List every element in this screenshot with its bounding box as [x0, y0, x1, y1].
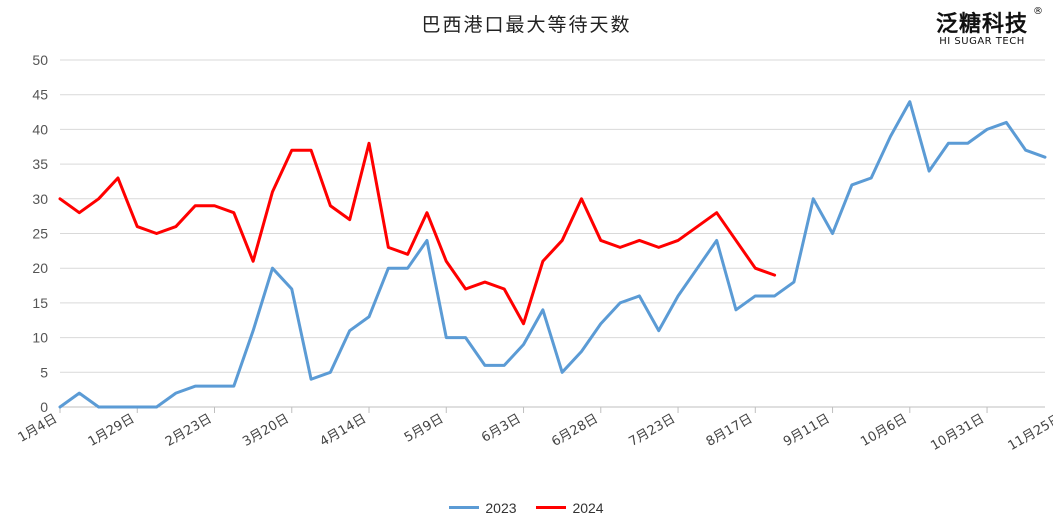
x-tick-label: 4月14日 — [318, 411, 370, 449]
y-tick-label: 15 — [32, 295, 48, 311]
chart-title: 巴西港口最大等待天数 — [421, 14, 632, 36]
x-tick-label: 10月31日 — [928, 411, 987, 454]
x-tick-label: 11月25日 — [1006, 411, 1053, 454]
y-tick-label: 40 — [32, 121, 48, 137]
y-tick-label: 25 — [32, 226, 48, 242]
brand-name-cn: 泛糖科技 — [935, 12, 1028, 37]
x-tick-label: 1月29日 — [86, 411, 138, 449]
x-tick-label: 6月28日 — [549, 411, 601, 449]
series-line-2024 — [58, 141, 777, 326]
y-tick-label: 5 — [40, 364, 48, 380]
x-tick-label: 7月23日 — [627, 411, 679, 449]
legend-item-2023: 2023 — [449, 499, 517, 516]
y-tick-label: 35 — [32, 156, 48, 172]
x-tick-label: 1月4日 — [16, 411, 60, 445]
y-axis-ticks: 0 5 10 15 20 25 30 35 40 45 50 — [32, 52, 48, 415]
y-tick-label: 20 — [32, 260, 48, 276]
chart-gridlines — [60, 59, 1045, 373]
x-tick-label: 3月20日 — [240, 411, 292, 449]
x-tick-label: 10月6日 — [858, 411, 910, 449]
brand-name-en: HI SUGAR TECH — [939, 36, 1025, 47]
x-axis: 1月4日 1月29日 2月23日 3月20日 4月14日 5月9日 6月3日 6月28日 7月2… — [16, 406, 1053, 454]
x-tick-label: 8月17日 — [704, 411, 756, 449]
y-tick-label: 50 — [32, 52, 48, 68]
x-tick-label: 9月11日 — [781, 411, 833, 449]
x-tick-label: 2月23日 — [163, 411, 215, 449]
brand-logo: 泛糖科技 HI SUGAR TECH ® — [923, 6, 1043, 47]
legend-item-2024: 2024 — [536, 499, 604, 516]
registered-mark: ® — [1033, 6, 1043, 17]
y-tick-label: 45 — [32, 87, 48, 103]
legend-label-2023: 2023 — [485, 499, 517, 516]
x-tick-label: 6月3日 — [479, 411, 523, 445]
y-tick-label: 10 — [32, 330, 48, 346]
legend-swatch-2023 — [449, 506, 480, 509]
y-tick-label: 30 — [32, 191, 48, 207]
y-tick-label: 0 — [40, 399, 48, 415]
legend-swatch-2024 — [536, 506, 567, 509]
series-line-2023 — [58, 100, 1047, 409]
chart-legend: 2023 2024 — [0, 496, 1053, 516]
chart-series — [58, 100, 1047, 409]
legend-label-2024: 2024 — [572, 499, 604, 516]
x-tick-label: 5月9日 — [402, 411, 446, 445]
